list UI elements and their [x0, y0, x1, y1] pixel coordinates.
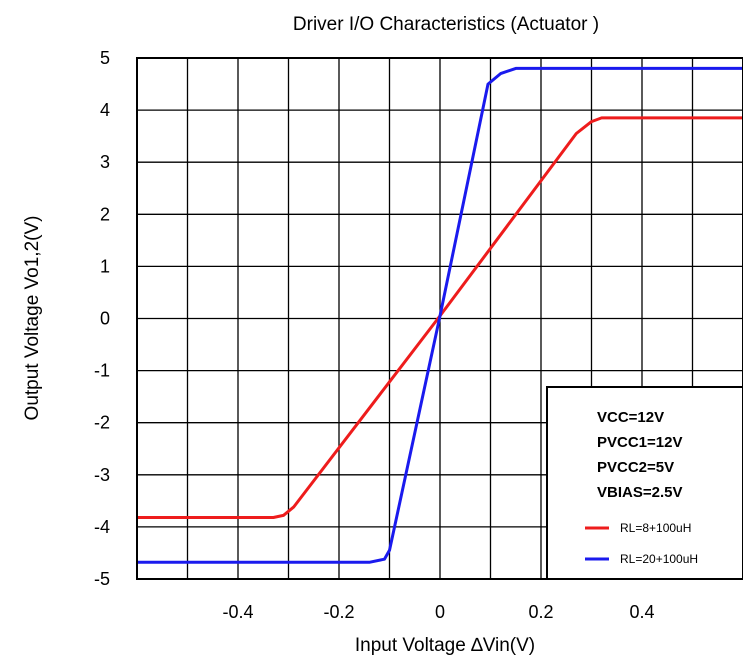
x-axis-label: Input Voltage ∆Vin(V) [355, 635, 535, 656]
x-tick-label: -0.4 [222, 602, 253, 622]
series-layer [137, 66, 743, 564]
y-axis-label: Output Voltage Vo1,2(V) [22, 216, 43, 421]
plot-area-frame [136, 57, 743, 580]
y-tick-label: -3 [94, 465, 110, 485]
annotation-pvcc1: PVCC1=12V [597, 434, 682, 451]
y-tick-label: -5 [94, 569, 110, 589]
x-tick-label: 0.4 [629, 602, 654, 622]
y-tick-label: 0 [100, 309, 110, 329]
y-tick-label: -1 [94, 361, 110, 381]
y-tick-labels: 5 4 3 2 1 0 -1 -2 -3 -4 -5 [94, 48, 110, 589]
x-tick-label: 0.2 [528, 602, 553, 622]
legend-label-series-2: RL=20+100uH [620, 552, 698, 566]
y-tick-label: 3 [100, 152, 110, 172]
y-tick-label: -4 [94, 517, 110, 537]
chart-title: Driver I/O Characteristics (Actuator ) [293, 14, 599, 35]
y-tick-label: 1 [100, 256, 110, 276]
y-tick-label: 4 [100, 100, 110, 120]
annotation-vcc: VCC=12V [597, 409, 664, 426]
series-line-2 [137, 66, 743, 564]
y-tick-label: 2 [100, 204, 110, 224]
x-tick-label: -0.2 [323, 602, 354, 622]
y-tick-label: -2 [94, 413, 110, 433]
x-tick-labels: -0.4 -0.2 0 0.2 0.4 [222, 602, 654, 622]
legend-label-series-1: RL=8+100uH [620, 521, 691, 535]
annotation-pvcc2: PVCC2=5V [597, 459, 674, 476]
x-tick-label: 0 [435, 602, 445, 622]
annotation-vbias: VBIAS=2.5V [597, 484, 682, 501]
parameter-legend-box: VCC=12V PVCC1=12V PVCC2=5V VBIAS=2.5V RL… [546, 386, 743, 580]
y-tick-label: 5 [100, 48, 110, 68]
